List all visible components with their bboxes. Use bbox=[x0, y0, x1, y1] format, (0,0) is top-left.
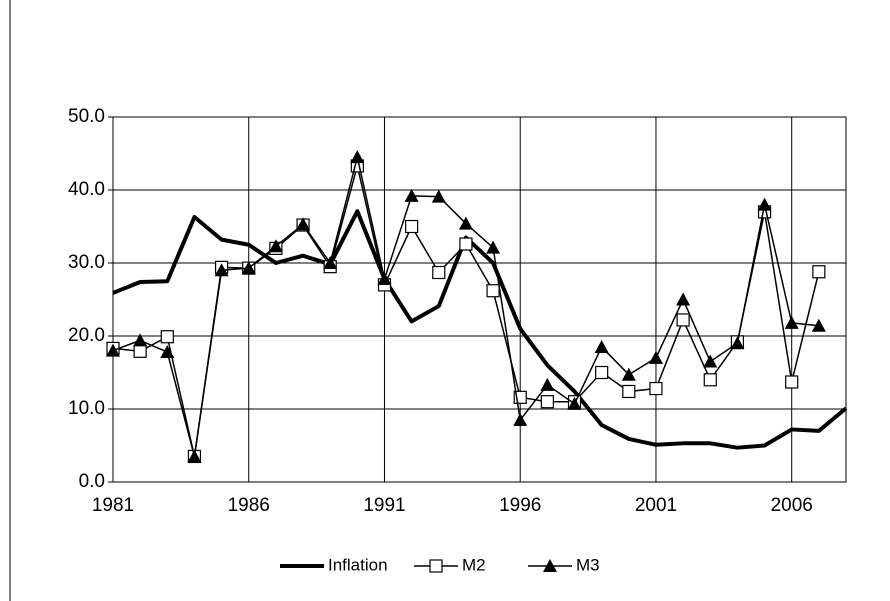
point-marker bbox=[567, 396, 582, 410]
x-tick-label: 1991 bbox=[363, 495, 405, 516]
series-line bbox=[112, 156, 819, 458]
point-marker bbox=[431, 189, 446, 203]
legend-marker bbox=[543, 559, 557, 572]
legend-label: Inflation bbox=[328, 555, 388, 574]
point-marker bbox=[621, 367, 636, 381]
point-marker bbox=[405, 219, 419, 234]
point-marker bbox=[187, 449, 202, 463]
point-marker bbox=[160, 345, 175, 359]
point-marker bbox=[106, 343, 120, 357]
point-marker bbox=[595, 365, 609, 380]
point-marker bbox=[540, 395, 554, 409]
x-tick-label: 1986 bbox=[228, 495, 270, 516]
legend-label: M3 bbox=[576, 555, 600, 574]
point-marker bbox=[594, 339, 609, 353]
y-tick-label: 20.0 bbox=[68, 325, 105, 346]
point-marker bbox=[730, 336, 745, 350]
point-marker bbox=[458, 216, 473, 230]
x-tick-label: 2006 bbox=[771, 495, 813, 516]
point-marker bbox=[432, 265, 446, 280]
point-marker bbox=[540, 377, 555, 391]
y-tick-label: 10.0 bbox=[68, 398, 105, 419]
y-tick-label: 50.0 bbox=[68, 106, 105, 127]
point-marker bbox=[404, 188, 419, 202]
point-marker bbox=[785, 375, 799, 389]
point-marker bbox=[811, 318, 826, 332]
y-tick-label: 40.0 bbox=[68, 179, 105, 200]
point-marker bbox=[268, 239, 283, 253]
point-marker bbox=[350, 150, 365, 164]
point-marker bbox=[703, 373, 717, 387]
point-marker bbox=[622, 384, 636, 399]
point-marker bbox=[214, 263, 229, 277]
y-tick-label: 30.0 bbox=[68, 252, 105, 273]
point-marker bbox=[133, 344, 147, 358]
point-marker bbox=[241, 261, 256, 275]
x-tick-label: 1981 bbox=[92, 495, 134, 516]
point-marker bbox=[513, 412, 528, 426]
point-marker bbox=[648, 350, 663, 364]
series-line bbox=[112, 209, 848, 450]
plot-frame bbox=[112, 116, 847, 483]
point-marker bbox=[459, 237, 473, 251]
point-marker bbox=[649, 381, 663, 396]
point-marker bbox=[377, 272, 392, 286]
point-marker bbox=[323, 256, 338, 269]
legend-marker bbox=[429, 559, 443, 573]
point-marker bbox=[676, 313, 690, 327]
series-line bbox=[112, 165, 820, 458]
point-marker bbox=[703, 354, 718, 368]
point-marker bbox=[133, 333, 148, 347]
point-marker bbox=[160, 330, 174, 344]
point-marker bbox=[486, 284, 500, 298]
point-marker bbox=[812, 265, 826, 279]
point-marker bbox=[784, 315, 799, 329]
point-marker bbox=[757, 197, 772, 211]
legend-label: M2 bbox=[462, 555, 486, 574]
point-marker bbox=[296, 217, 311, 231]
x-tick-label: 2001 bbox=[635, 495, 677, 516]
y-tick-label: 0.0 bbox=[79, 471, 105, 492]
x-tick-label: 1996 bbox=[499, 495, 541, 516]
point-marker bbox=[676, 292, 691, 306]
point-marker bbox=[486, 240, 501, 254]
